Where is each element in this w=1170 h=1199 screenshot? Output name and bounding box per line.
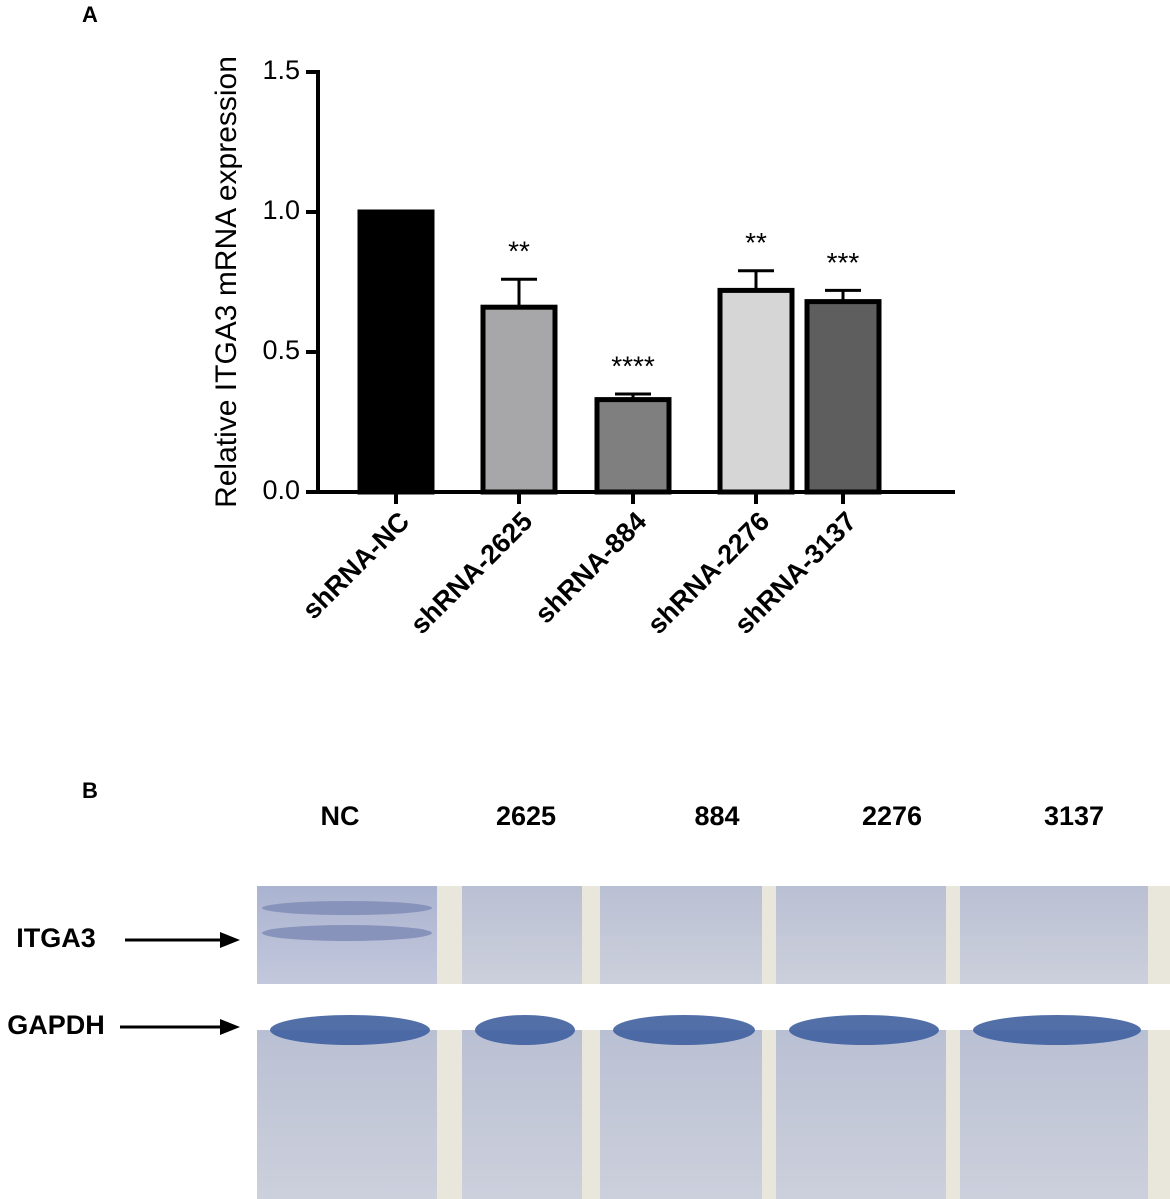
band (270, 1015, 430, 1045)
lane (462, 886, 582, 984)
lane (600, 886, 762, 984)
lane-label: 2625 (496, 801, 556, 831)
y-tick-label: 1.5 (262, 55, 300, 85)
y-tick-label: 0.0 (262, 475, 300, 505)
x-tick-label: shRNA-NC (296, 506, 415, 625)
lane (776, 1030, 946, 1199)
band (262, 901, 432, 915)
x-tick-label: shRNA-884 (529, 506, 652, 629)
significance-label: ** (745, 227, 767, 258)
arrow-head (220, 1019, 240, 1035)
lane (462, 1030, 582, 1199)
significance-label: **** (611, 350, 655, 381)
bar (804, 299, 882, 495)
lane (257, 1030, 437, 1199)
panel-label: B (82, 778, 98, 803)
lane (600, 1030, 762, 1199)
arrow-head (220, 932, 240, 948)
lane (776, 886, 946, 984)
bar (594, 397, 672, 495)
band-label: ITGA3 (16, 923, 96, 953)
lane (960, 1030, 1148, 1199)
panel-label: A (82, 2, 98, 27)
band-label: GAPDH (7, 1010, 105, 1040)
lane (960, 886, 1148, 984)
band (475, 1015, 575, 1045)
y-axis-title: Relative ITGA3 mRNA expression (210, 56, 243, 508)
band (789, 1015, 939, 1045)
band (973, 1015, 1141, 1045)
significance-label: ** (508, 236, 530, 267)
bar (480, 304, 558, 495)
x-tick-label: shRNA-2625 (405, 506, 539, 640)
bar (357, 209, 435, 495)
significance-label: *** (827, 247, 860, 278)
y-tick-label: 0.5 (262, 335, 300, 365)
western-blot (257, 886, 1170, 1199)
lane-label: 3137 (1044, 801, 1104, 831)
lane-label: 2276 (862, 801, 922, 831)
band (262, 925, 432, 941)
band (613, 1015, 755, 1045)
y-tick-label: 1.0 (262, 195, 300, 225)
bar (717, 287, 795, 495)
lane-label: 884 (694, 801, 739, 831)
lane-label: NC (321, 801, 360, 831)
